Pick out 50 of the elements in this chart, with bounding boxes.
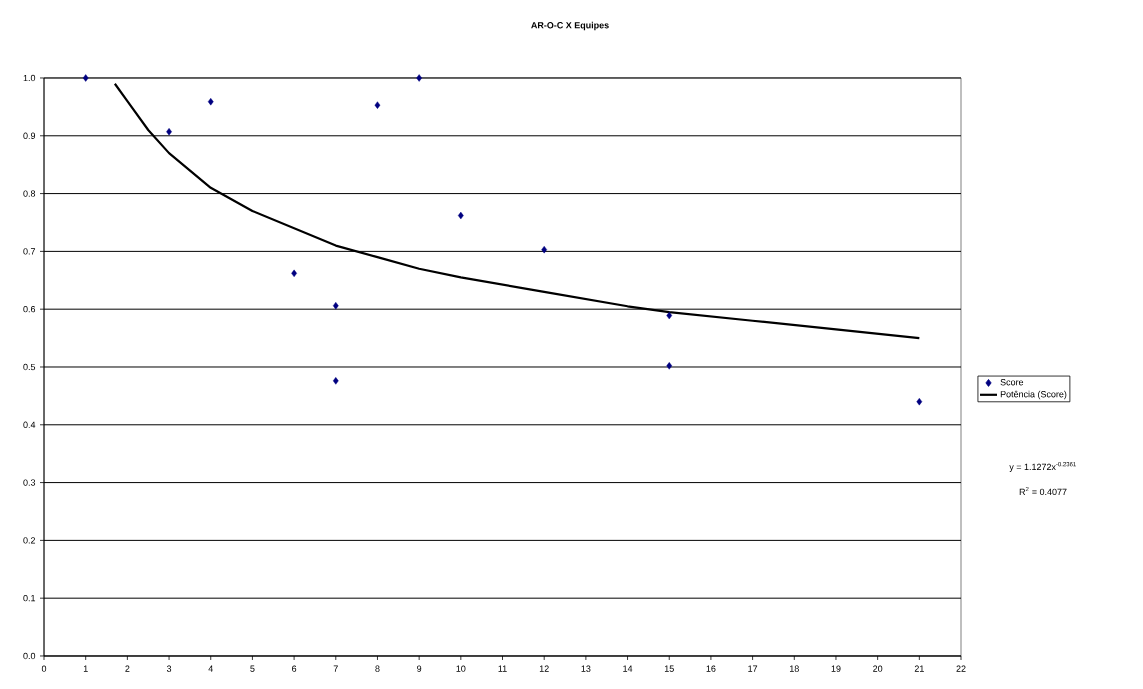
point [166, 128, 172, 136]
y-tick-label: 0.5 [23, 363, 36, 371]
x-tick-label: 10 [456, 665, 466, 672]
x-tick-label: 16 [706, 665, 716, 672]
point [374, 101, 381, 109]
point [666, 362, 673, 370]
x-tick-label: 3 [166, 665, 172, 672]
chart-title: AR-O-C X Equipes [531, 21, 609, 31]
x-tick-label: 2 [125, 665, 130, 672]
x-tick-label: 4 [208, 665, 213, 672]
point [332, 302, 339, 310]
x-tick-label: 0 [41, 665, 47, 672]
y-tick-label: 0.1 [23, 595, 36, 602]
point [666, 311, 673, 320]
y-tick-label: 0.2 [23, 537, 36, 544]
legend-label: Potência (Score) [1000, 390, 1067, 400]
x-tick-label: 12 [539, 665, 549, 672]
point [541, 245, 548, 254]
x-tick-label: 6 [292, 665, 297, 672]
y-tick-label: 0.6 [23, 306, 36, 313]
x-tick-label: 1 [83, 665, 88, 672]
x-tick-label: 20 [873, 665, 883, 672]
point [416, 74, 422, 82]
x-tick-label: 18 [789, 665, 799, 672]
x-tick-label: 9 [417, 665, 422, 672]
x-tick-label: 7 [333, 665, 338, 672]
y-tick-label: 0.3 [23, 479, 36, 486]
y-tick-label: 0.7 [23, 248, 36, 255]
text: R$^{2}$ = 0.4077 [1019, 486, 1067, 496]
x-tick-label: 22 [956, 665, 966, 672]
point [332, 377, 339, 385]
x-tick-label: 11 [498, 665, 507, 672]
x-tick-label: 19 [831, 665, 841, 672]
x-tick-label: 8 [375, 665, 380, 672]
x-tick-label: 21 [914, 665, 924, 672]
x-tick-label: 5 [250, 665, 255, 672]
y-tick-label: 0.9 [23, 132, 36, 139]
x-tick-label: 17 [748, 665, 758, 672]
y-tick-label: 0.4 [23, 421, 36, 428]
y-tick-label: 0.0 [23, 652, 36, 660]
legend-label: Score [1000, 379, 1024, 386]
x-tick-label: 14 [623, 665, 633, 672]
y-tick-label: 0.8 [23, 190, 36, 197]
x-tick-label: 13 [581, 665, 591, 672]
point [207, 97, 214, 106]
x-tick-label: 15 [664, 665, 674, 672]
text: y = 1.1272x$^{-0.2361}$ [1009, 462, 1076, 472]
point [916, 397, 923, 406]
y-tick-label: 1.0 [23, 74, 36, 82]
point [82, 74, 89, 82]
